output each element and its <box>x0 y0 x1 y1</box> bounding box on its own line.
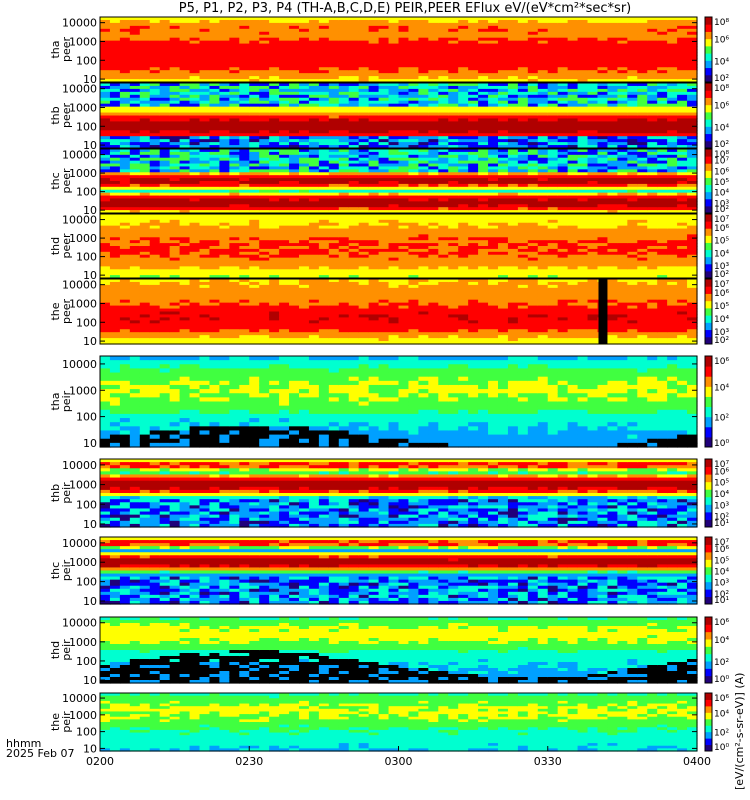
colorbar-segment <box>705 24 712 32</box>
colorbar-segment <box>705 75 712 83</box>
colorbar: 10² 10⁴ 10⁶ 10⁸ <box>705 17 729 84</box>
panels-group: 10100100010000thapeer10²10⁴10⁶10⁸1010010… <box>49 17 729 756</box>
colorbar-segment <box>705 46 712 54</box>
colorbar-tick-label: 10² <box>714 74 729 84</box>
y-tick-label: 100 <box>76 54 97 67</box>
colorbar-segment <box>705 17 712 25</box>
spectrogram-figure: 10100100010000thapeer10²10⁴10⁶10⁸1010010… <box>0 0 750 800</box>
colorbar-tick-label: 10⁶ <box>714 36 729 46</box>
y-tick-label: 10000 <box>62 17 97 30</box>
colorbar-segment <box>705 39 712 47</box>
panel-ylabel: peer <box>60 37 73 63</box>
y-tick-label: 1000 <box>69 35 97 48</box>
spectrogram-cells <box>100 83 698 149</box>
colorbar-tick-label: 10⁸ <box>714 18 729 28</box>
colorbar-segment <box>705 60 712 68</box>
colorbar-tick-label: 10⁴ <box>714 57 729 67</box>
spectrogram-cells <box>100 17 698 83</box>
colorbar-segment <box>705 68 712 76</box>
colorbar-segment <box>705 53 712 61</box>
colorbar-segment <box>705 31 712 39</box>
